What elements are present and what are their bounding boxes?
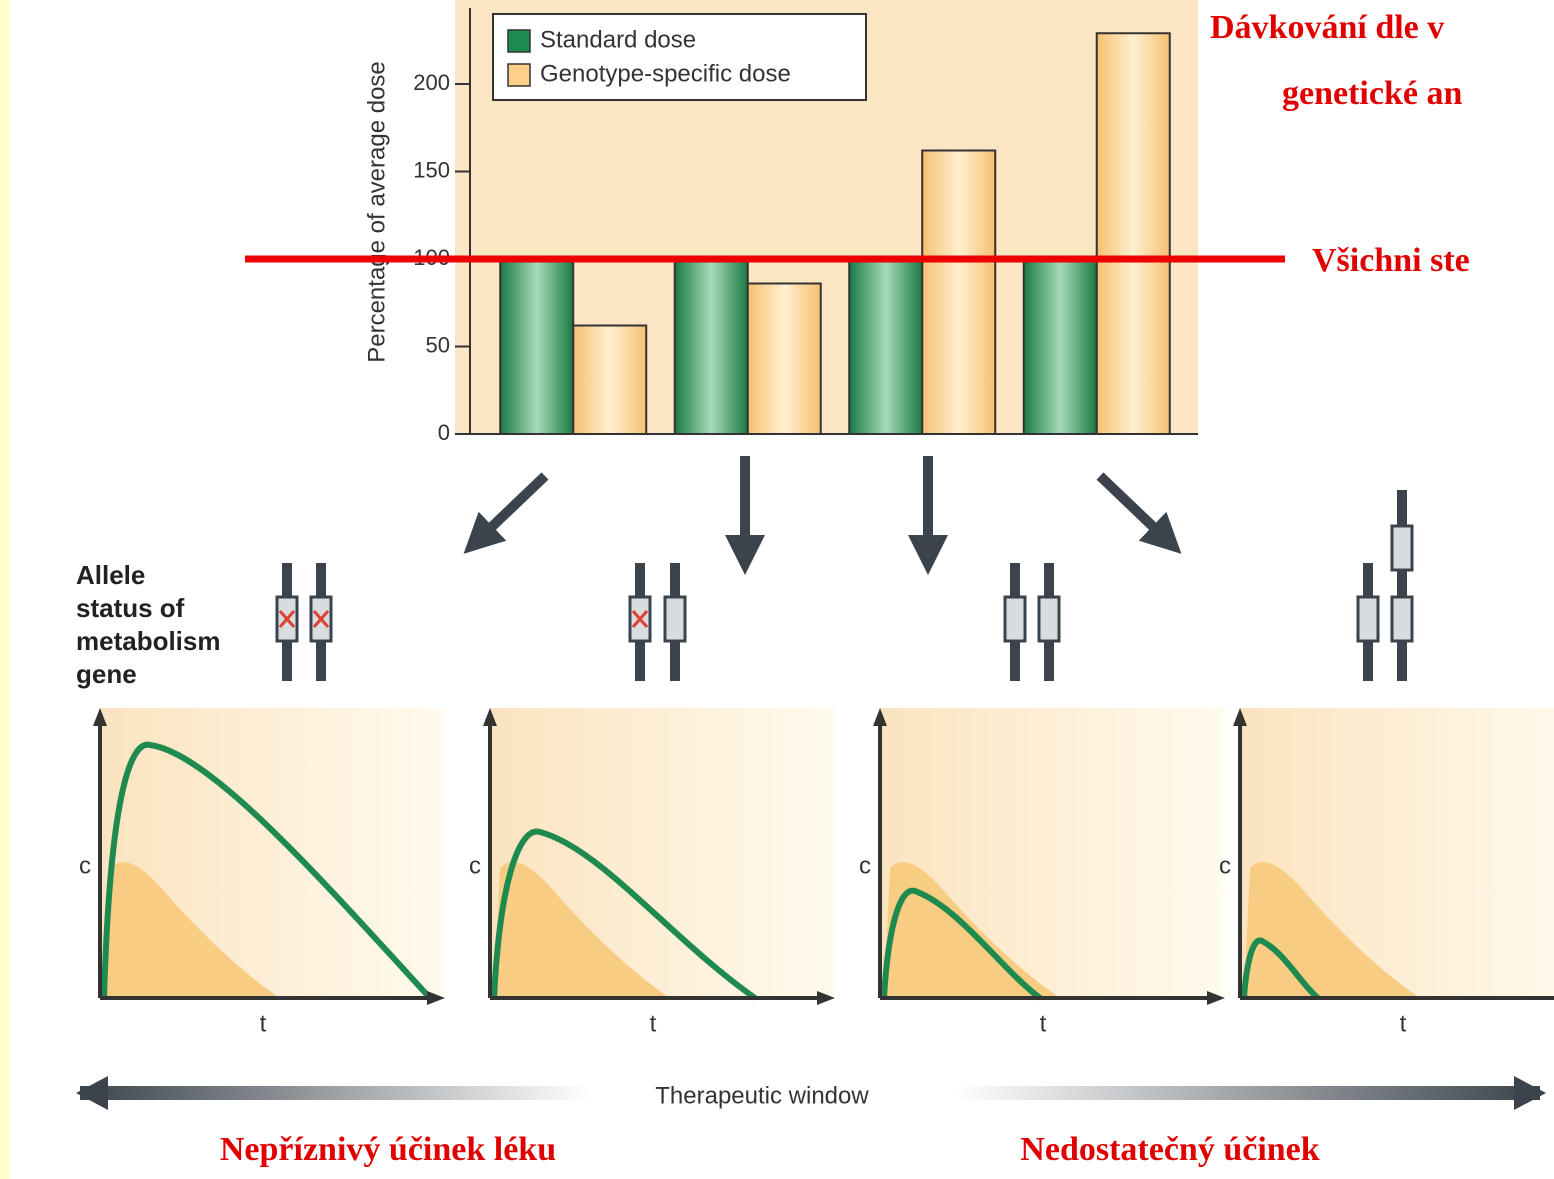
bar	[1024, 259, 1097, 434]
c-label: c	[1219, 852, 1231, 879]
pk-panel: ct	[79, 708, 445, 1037]
bar	[748, 284, 821, 435]
legend-label: Standard dose	[540, 26, 696, 53]
bar	[849, 259, 922, 434]
bar	[922, 151, 995, 435]
t-label: t	[650, 1010, 657, 1037]
legend-swatch	[508, 64, 530, 86]
pk-panel: ct	[859, 708, 1225, 1037]
window-label: Therapeutic window	[655, 1082, 869, 1109]
title: genetické an	[1282, 75, 1462, 112]
pk-panel: ct	[469, 708, 835, 1037]
page: {"chart_data": {"type": "bar", "y_label"…	[0, 0, 1554, 1179]
bar	[1097, 33, 1170, 434]
y-tick-label: 50	[426, 332, 450, 357]
c-label: c	[469, 852, 481, 879]
reference-note: Všichni ste	[1312, 242, 1470, 279]
t-label: t	[1400, 1010, 1407, 1037]
y-tick-label: 0	[438, 420, 450, 445]
legend-swatch	[508, 30, 530, 52]
title: Dávkování dle v	[1210, 9, 1444, 46]
c-label: c	[859, 852, 871, 879]
y-axis-label: Percentage of average dose	[363, 61, 390, 363]
bar	[573, 326, 646, 435]
c-label: c	[79, 852, 91, 879]
bar	[675, 259, 748, 434]
t-label: t	[1040, 1010, 1047, 1037]
y-tick-label: 200	[413, 70, 450, 95]
effect-label: Nepříznivý účinek léku	[220, 1131, 556, 1168]
y-tick-label: 150	[413, 157, 450, 182]
chart: 050100150200 Percentage of average dose …	[0, 0, 1554, 1179]
t-label: t	[260, 1010, 267, 1037]
effect-label: Nedostatečný účinek	[1020, 1131, 1319, 1168]
pk-panel: ct	[1219, 708, 1554, 1037]
bar	[500, 259, 573, 434]
legend-label: Genotype-specific dose	[540, 60, 791, 87]
